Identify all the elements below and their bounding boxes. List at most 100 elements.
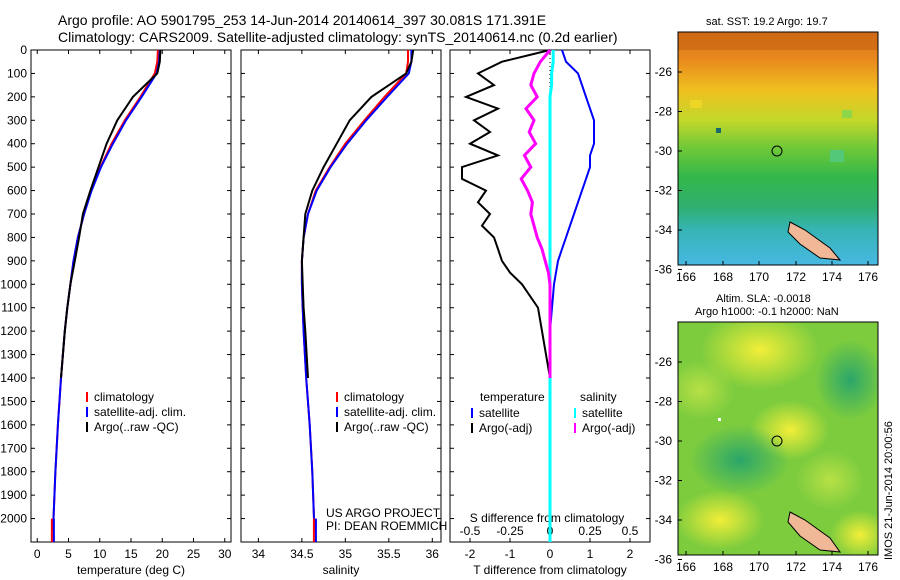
map-lat-tick-label: -36 bbox=[655, 263, 673, 277]
map-lat-tick-label: -34 bbox=[655, 223, 673, 237]
depth-tick-label: 0 bbox=[20, 43, 27, 57]
x-tick-label: 36 bbox=[426, 547, 440, 561]
series-line-satellite bbox=[549, 49, 595, 378]
x-tick-label: 5 bbox=[65, 547, 72, 561]
x-tick-label: 34 bbox=[252, 547, 266, 561]
map-lat-tick-label: -30 bbox=[655, 434, 673, 448]
map-lon-tick-label: 166 bbox=[676, 270, 696, 284]
chart-panel-1: 0100200300400500600700800900100011001200… bbox=[0, 43, 231, 577]
imos-timestamp: IMOS 21-Jun-2014 20:00:56 bbox=[883, 421, 895, 560]
depth-tick-label: 1500 bbox=[0, 394, 27, 408]
legend-label: Argo(-adj) bbox=[479, 421, 532, 435]
legend-title-salinity: salinity bbox=[580, 390, 617, 404]
x-tick-label: 15 bbox=[124, 547, 138, 561]
map-lat-tick-label: -26 bbox=[655, 65, 673, 79]
map-lon-tick-label: 174 bbox=[822, 560, 842, 574]
map-lat-tick-label: -28 bbox=[655, 105, 673, 119]
legend-label: climatology bbox=[94, 390, 154, 404]
map-lat-tick-label: -26 bbox=[655, 355, 673, 369]
legend-label: satellite bbox=[582, 406, 623, 420]
x-tick-label: 35 bbox=[339, 547, 353, 561]
temperature-plot-frame bbox=[30, 49, 232, 543]
depth-tick-label: 1400 bbox=[0, 371, 27, 385]
figure-title-line2: Climatology: CARS2009. Satellite-adjuste… bbox=[58, 29, 618, 45]
map-lat-tick-label: -32 bbox=[655, 184, 673, 198]
depth-tick-label: 1100 bbox=[1, 301, 27, 315]
top-x-tick-label: -0.5 bbox=[460, 524, 481, 538]
argo-position-marker-sla bbox=[771, 435, 783, 447]
legend-label: Argo(..raw -QC) bbox=[344, 420, 429, 434]
depth-tick-label: 200 bbox=[7, 90, 27, 104]
x-tick-label: 20 bbox=[156, 547, 170, 561]
x-tick-label: 0 bbox=[547, 547, 554, 561]
depth-tick-label: 400 bbox=[7, 137, 27, 151]
figure-title-line1: Argo profile: AO 5901795_253 14-Jun-2014… bbox=[58, 12, 547, 28]
depth-tick-label: 800 bbox=[7, 230, 27, 244]
depth-tick-label: 600 bbox=[7, 184, 27, 198]
chart-panel-2: 34 34.5 35 35.5 36 salinity climatologysatelli… bbox=[241, 49, 441, 577]
x-tick-label: 35.5 bbox=[377, 547, 401, 561]
depth-tick-label: 2000 bbox=[0, 512, 27, 526]
depth-tick-label: 500 bbox=[7, 160, 27, 174]
map-lon-tick-label: 170 bbox=[749, 270, 769, 284]
legend-title-temperature: temperature bbox=[480, 390, 545, 404]
map-lon-tick-label: 176 bbox=[858, 270, 878, 284]
sla-map-title-line2: Argo h1000: -0.1 h2000: NaN bbox=[695, 306, 839, 318]
legend-label: satellite-adj. clim. bbox=[94, 405, 186, 419]
legend-label: satellite bbox=[479, 406, 520, 420]
map-lat-tick-label: -28 bbox=[655, 395, 673, 409]
top-x-tick-label: 0.25 bbox=[578, 524, 602, 538]
legend-label: Argo(-adj) bbox=[582, 421, 635, 435]
x-tick-label: 25 bbox=[187, 547, 201, 561]
map-lon-tick-label: 176 bbox=[858, 560, 878, 574]
depth-tick-label: 900 bbox=[7, 254, 27, 268]
x-tick-label: 1 bbox=[587, 547, 594, 561]
legend-label: satellite-adj. clim. bbox=[344, 405, 436, 419]
map-lat-tick-label: -30 bbox=[655, 144, 673, 158]
map-lon-tick-label: 172 bbox=[786, 270, 806, 284]
map-lat-tick-label: -34 bbox=[655, 513, 673, 527]
chart-panel-3: -2 -1 0 1 2T difference from climatology -0.5… bbox=[450, 49, 650, 577]
sst-map-frame bbox=[677, 31, 879, 266]
map-lon-tick-label: 172 bbox=[786, 560, 806, 574]
salinity-plot-frame bbox=[240, 49, 442, 543]
sla-map-frame bbox=[677, 321, 879, 556]
x-axis-label: salinity bbox=[323, 563, 360, 577]
map-lon-tick-label: 166 bbox=[676, 560, 696, 574]
x-tick-label: 10 bbox=[93, 547, 107, 561]
sst-map bbox=[678, 32, 878, 265]
sla-map bbox=[678, 322, 878, 555]
x-tick-label: 0 bbox=[34, 547, 41, 561]
argo-position-marker bbox=[771, 145, 783, 157]
project-credit-line1: US ARGO PROJECT bbox=[326, 506, 441, 520]
series-line-argo--adj- bbox=[519, 49, 552, 378]
depth-tick-label: 100 bbox=[7, 66, 27, 80]
map-lon-tick-label: 174 bbox=[822, 270, 842, 284]
project-credit-line2: PI: DEAN ROEMMICH bbox=[326, 519, 448, 533]
top-x-tick-label: 0.5 bbox=[622, 524, 639, 538]
depth-tick-label: 1600 bbox=[0, 418, 27, 432]
depth-tick-label: 1300 bbox=[0, 348, 27, 362]
x-axis-label: T difference from climatology bbox=[473, 563, 627, 577]
depth-tick-label: 1000 bbox=[0, 277, 27, 291]
sla-map-title-line1: Altim. SLA: -0.0018 bbox=[716, 293, 811, 305]
series-line-argo---raw--qc- bbox=[300, 49, 415, 379]
legend-3: temperature salinitysatelliteArgo(-adj)sa… bbox=[471, 390, 635, 435]
legend-label: Argo(..raw -QC) bbox=[94, 420, 179, 434]
map-lat-tick-label: -32 bbox=[655, 474, 673, 488]
top-x-axis-label: S difference from climatology bbox=[470, 511, 625, 525]
x-axis-label: temperature (deg C) bbox=[77, 563, 185, 577]
map-lon-tick-label: 170 bbox=[749, 560, 769, 574]
x-tick-label: 2 bbox=[627, 547, 634, 561]
x-tick-label: -1 bbox=[505, 547, 516, 561]
x-tick-label: -2 bbox=[465, 547, 476, 561]
top-x-tick-label: -0.25 bbox=[496, 524, 524, 538]
series-line-satellite-adj--clim- bbox=[51, 49, 161, 531]
legend-label: climatology bbox=[344, 390, 404, 404]
depth-tick-label: 1700 bbox=[0, 441, 27, 455]
depth-tick-label: 300 bbox=[7, 113, 27, 127]
depth-tick-label: 700 bbox=[7, 207, 27, 221]
